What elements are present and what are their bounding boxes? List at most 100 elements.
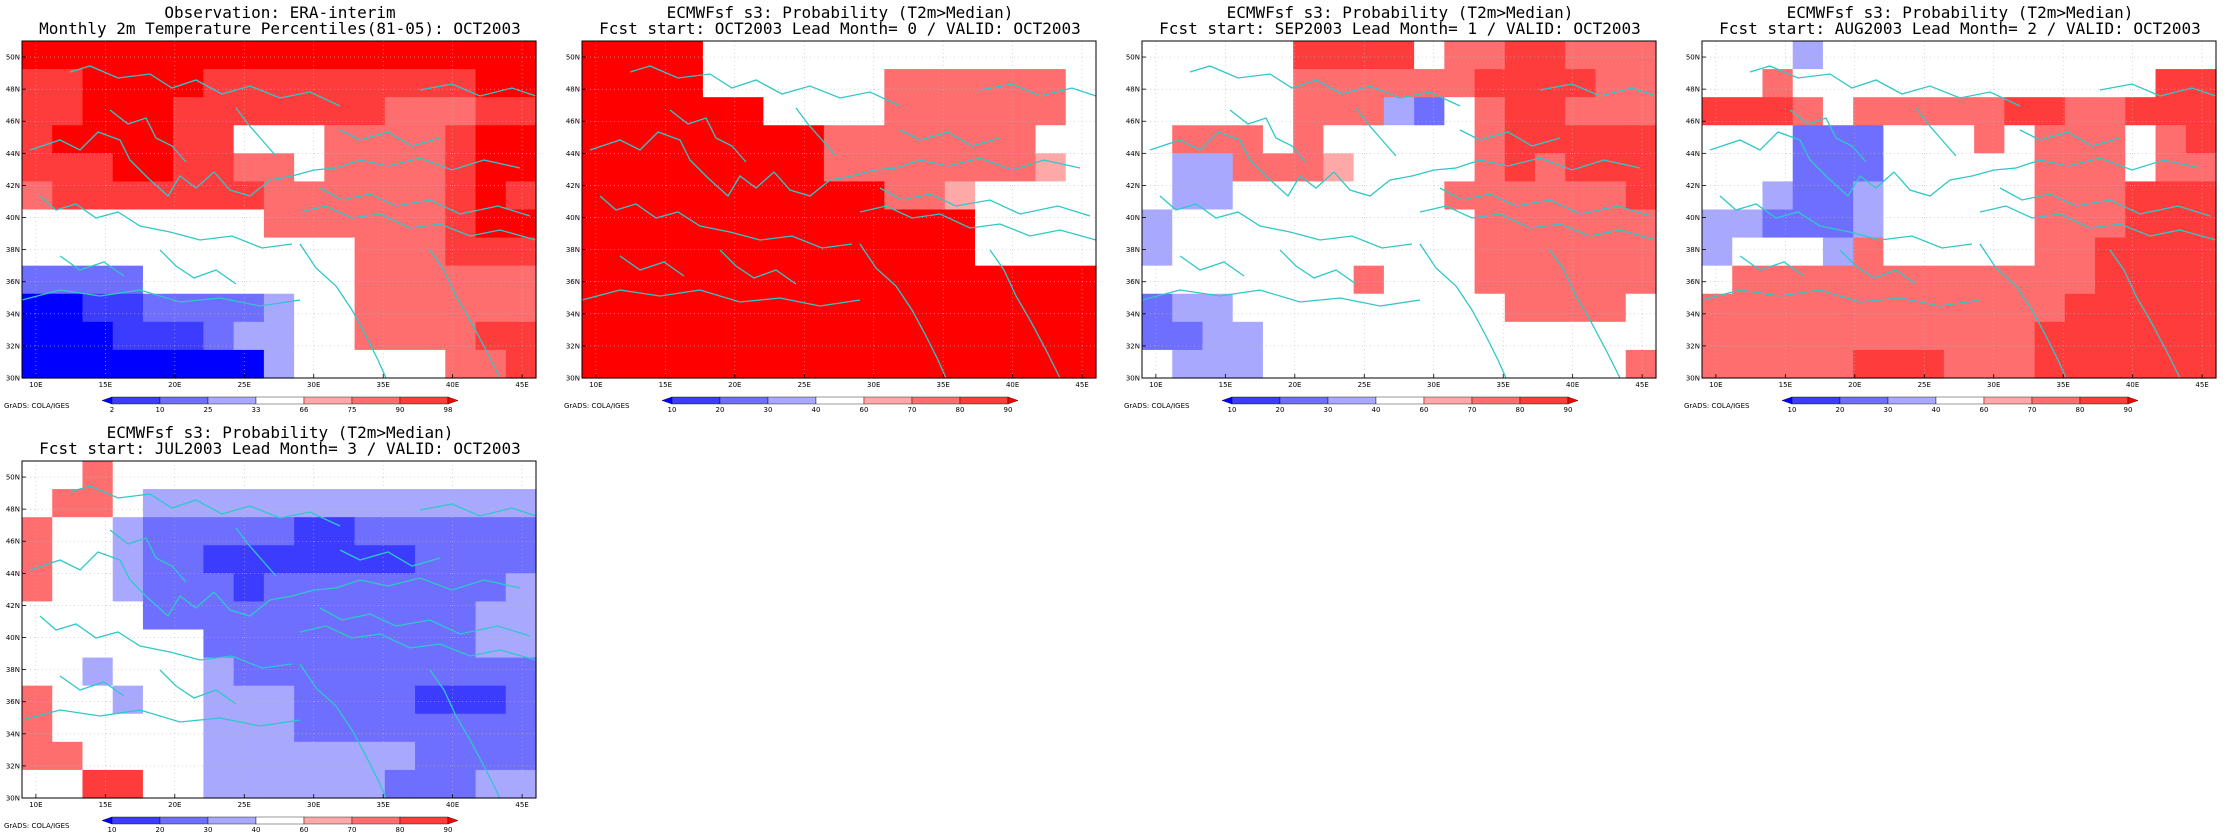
colorbar-label: 60 [860,406,869,414]
grid-cell [975,237,1006,267]
colorbar-label: 30 [204,826,213,834]
grid-cell [1474,97,1506,126]
colorbar-segment [159,816,209,825]
grid-cell [914,97,946,126]
colorbar-label: 90 [2124,406,2133,414]
lat-tick-label: 44N [6,570,20,578]
coastline [39,195,293,249]
grid-cell [82,517,114,546]
grid-cell [22,461,53,490]
grid-cell [823,265,855,295]
grid-cell [2004,153,2036,183]
colorbar-label: 2 [110,406,114,414]
grid-cell [1504,153,1536,183]
grid-cell [582,125,613,154]
grid-cell [445,601,477,631]
grid-cell [203,237,235,267]
grid-cell [612,97,644,126]
grid-cell [854,69,885,98]
grid-cell [1913,237,1945,267]
lat-tick-label: 42N [1126,182,1140,190]
grid-cell [142,41,174,70]
grid-cell [854,181,885,211]
grid-cell [1565,349,1597,379]
grid-cell [1535,293,1566,323]
lat-tick-label: 44N [6,150,20,158]
coastline [859,205,1097,241]
coastline [979,83,1097,97]
grid-cell [415,741,446,771]
grid-cell [82,293,114,323]
colorbar-segment [1935,396,1985,405]
colorbar-segment [1887,396,1937,405]
grid-cell [203,657,235,687]
grid-cell [1792,293,1824,323]
grid-cell [505,601,537,631]
grid-cell [415,349,446,379]
grid-cell [52,489,84,518]
grid-cell [294,153,325,183]
grid-cell [1535,125,1566,154]
grid-cell [142,713,174,743]
grid-cell [1414,237,1445,267]
grid-cell [1065,125,1097,154]
lat-tick-label: 46N [6,538,20,546]
colorbar-segment [255,816,305,825]
grid-cell [944,97,976,126]
coastline [1915,107,1957,157]
panel-title-line1: ECMWFsf s3: Probability (T2m>Median) [106,423,454,442]
grid-cell [142,629,174,659]
grid-cell [354,153,386,183]
grid-cell [823,181,855,211]
grid-cell [1065,97,1097,126]
grid-cell [1065,181,1097,211]
colorbar-label: 90 [444,826,453,834]
grid-cell [1943,321,1975,351]
grid-cell [2125,265,2157,295]
colorbar-segment [911,396,961,405]
grid-cell [22,237,53,267]
coastline [773,157,1081,197]
grid-cell [1323,209,1355,239]
grid-cell [582,153,613,183]
grid-cell [1353,265,1385,295]
coastline [1749,65,2021,107]
grid-cell [294,41,325,70]
grid-cell [173,209,205,239]
grid-cell [173,545,205,574]
grid-cell [1005,237,1037,267]
grid-cell [22,69,53,98]
grid-cell [1474,69,1506,98]
colorbar-label: 30 [1884,406,1893,414]
grid-cell [612,265,644,295]
grid-cell [1202,181,1234,211]
grid-cell [914,349,946,379]
data-cells [1142,41,1657,379]
map-frame [21,460,537,799]
coastline [299,205,537,241]
map-svg: 30N 32N 34N 36N 38N 40N 42N 44N 46N 48N 50N 10E 15E 2… [6,40,537,414]
grid-cell [1035,181,1067,211]
coastline [1893,157,2201,197]
grid-cell [1943,125,1975,154]
grid-cell [1792,209,1824,239]
grid-cell [612,41,644,70]
grid-cell [1383,293,1415,323]
colorbar-segment [111,396,161,405]
grid-cell [445,517,477,546]
grid-cell [294,181,325,211]
grid-cell [1172,41,1204,70]
grid-cell [203,321,235,351]
map-svg: 30N 32N 34N 36N 38N 40N 42N 44N 46N 48N 50N 10E 15E 2… [566,40,1097,414]
grid-cell [1383,153,1415,183]
panel-title-line1: ECMWFsf s3: Probability (T2m>Median) [1226,3,1574,22]
grid-cell [445,349,477,379]
grid-cell [294,69,325,98]
grid-cell [763,349,795,379]
grid-cell [2064,293,2096,323]
grid-cell [612,153,644,183]
grid-cell [854,349,885,379]
map-svg: 30N 32N 34N 36N 38N 40N 42N 44N 46N 48N 50N 10E 15E 2… [1686,40,2217,414]
grid-cell [2125,181,2157,211]
grid-cell [354,69,386,98]
